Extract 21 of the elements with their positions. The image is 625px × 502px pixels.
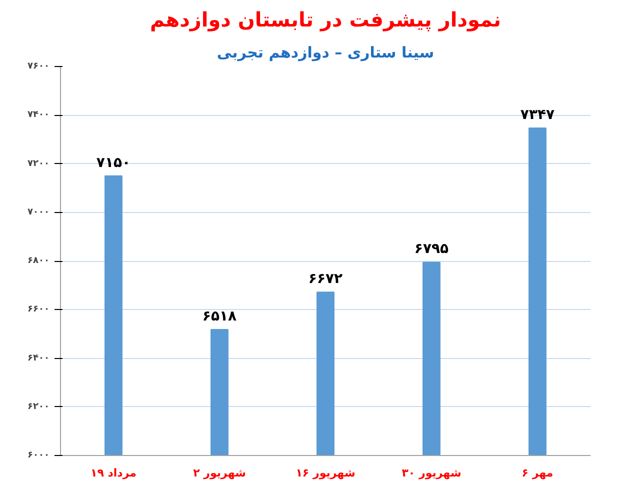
y-tick-label: ۶۴۰۰ [28,353,50,364]
chart-title: نمودار پیشرفت در تابستان دوازدهم [150,8,501,32]
y-tick-label: ۷۲۰۰ [28,158,50,169]
data-label: ۶۵۱۸ [202,308,238,325]
y-tick-label: ۶۲۰۰ [28,402,50,412]
y-tick-label: ۷۶۰۰ [28,62,50,72]
y-tick-label: ۷۴۰۰ [28,110,50,120]
y-tick-label: ۶۸۰۰ [28,256,50,266]
x-tick-label: ۱۶ شهریور [296,466,356,480]
y-tick-label: ۶۶۰۰ [28,304,50,315]
data-label: ۷۱۵۰ [96,154,131,171]
x-tick-label: ۱۹ مرداد [90,466,136,480]
y-tick-label: ۶۰۰۰ [28,450,50,460]
y-tick-label: ۷۰۰۰ [28,207,50,218]
x-tick-label: ۲ شهریور [193,466,246,480]
data-label: ۶۶۷۲ [308,271,344,288]
chart-subtitle: سینا ستاری – دوازدهم تجربی [216,44,434,62]
x-tick-label: ۳۰ شهریور [402,466,462,480]
x-tick-label: ۶ مهر [522,466,554,480]
data-label: ۶۷۹۵ [414,241,450,258]
data-label: ۷۳۴۷ [520,107,556,124]
